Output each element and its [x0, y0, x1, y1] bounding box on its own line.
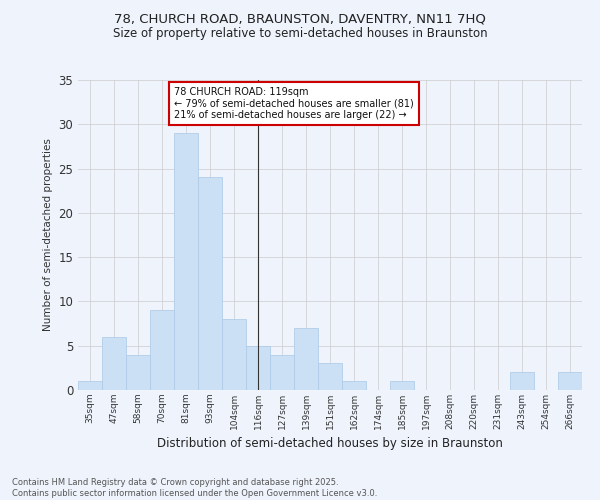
X-axis label: Distribution of semi-detached houses by size in Braunston: Distribution of semi-detached houses by …: [157, 438, 503, 450]
Bar: [174, 133, 198, 390]
Bar: [246, 346, 270, 390]
Text: Size of property relative to semi-detached houses in Braunston: Size of property relative to semi-detach…: [113, 28, 487, 40]
Bar: [270, 354, 294, 390]
Bar: [318, 364, 342, 390]
Bar: [390, 381, 414, 390]
Bar: [342, 381, 366, 390]
Bar: [198, 178, 222, 390]
Bar: [126, 354, 150, 390]
Text: Contains HM Land Registry data © Crown copyright and database right 2025.
Contai: Contains HM Land Registry data © Crown c…: [12, 478, 377, 498]
Bar: [78, 381, 102, 390]
Bar: [510, 372, 534, 390]
Text: 78 CHURCH ROAD: 119sqm
← 79% of semi-detached houses are smaller (81)
21% of sem: 78 CHURCH ROAD: 119sqm ← 79% of semi-det…: [174, 87, 414, 120]
Bar: [102, 337, 126, 390]
Text: 78, CHURCH ROAD, BRAUNSTON, DAVENTRY, NN11 7HQ: 78, CHURCH ROAD, BRAUNSTON, DAVENTRY, NN…: [114, 12, 486, 26]
Bar: [150, 310, 174, 390]
Bar: [294, 328, 318, 390]
Bar: [558, 372, 582, 390]
Y-axis label: Number of semi-detached properties: Number of semi-detached properties: [43, 138, 53, 332]
Bar: [222, 319, 246, 390]
